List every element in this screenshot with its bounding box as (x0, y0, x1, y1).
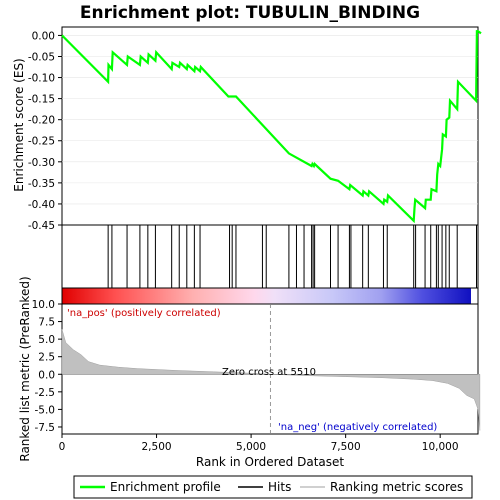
metric-tick-label: -7.5 (35, 422, 56, 434)
es-tick-label: -0.05 (28, 51, 55, 63)
metric-tick-label: -5.0 (35, 404, 56, 416)
legend-label-enrichment: Enrichment profile (110, 480, 221, 494)
metric-tick-label: 7.5 (38, 317, 55, 329)
es-tick-label: 0.00 (32, 30, 55, 42)
hits-panel-frame (61, 224, 479, 289)
metric-tick-label: -2.5 (35, 387, 56, 399)
es-tick-label: -0.30 (28, 157, 55, 169)
es-tick-label: -0.25 (28, 136, 55, 148)
x-axis-label: Rank in Ordered Dataset (196, 455, 344, 469)
es-tick-label: -0.45 (28, 220, 55, 232)
metric-axis-label: Ranked list metric (PreRanked) (18, 276, 32, 461)
metric-tick-label: 0.0 (38, 369, 55, 381)
es-tick-label: -0.15 (28, 94, 55, 106)
es-tick-label: -0.10 (28, 73, 55, 85)
pos-annotation: 'na_pos' (positively correlated) (67, 308, 221, 319)
metric-tick-label: 10.0 (32, 299, 55, 311)
zero-cross-annotation: Zero cross at 5510 (222, 367, 316, 378)
x-tick-label: 2,500 (142, 441, 172, 453)
es-axis-label: Enrichment score (ES) (12, 58, 26, 191)
es-tick-label: -0.40 (28, 199, 55, 211)
metric-tick-label: 2.5 (38, 352, 55, 364)
enrichment-profile-line (61, 30, 482, 224)
legend-box (73, 475, 473, 499)
metric-tick-label: 5.0 (38, 334, 55, 346)
chart-title: Enrichment plot: TUBULIN_BINDING (80, 3, 420, 23)
x-tick-label: 0 (59, 441, 66, 453)
ranking-metric-area (61, 329, 481, 431)
x-tick-label: 5,000 (236, 441, 266, 453)
es-tick-label: -0.20 (28, 115, 55, 127)
neg-annotation: 'na_neg' (negatively correlated) (278, 422, 437, 433)
legend-label-ranking: Ranking metric scores (330, 480, 463, 494)
rank-color-bar (62, 288, 471, 304)
legend-label-hits: Hits (268, 480, 291, 494)
es-tick-label: -0.35 (28, 178, 55, 190)
x-tick-label: 7,500 (331, 441, 361, 453)
x-tick-label: 10,000 (422, 441, 459, 453)
